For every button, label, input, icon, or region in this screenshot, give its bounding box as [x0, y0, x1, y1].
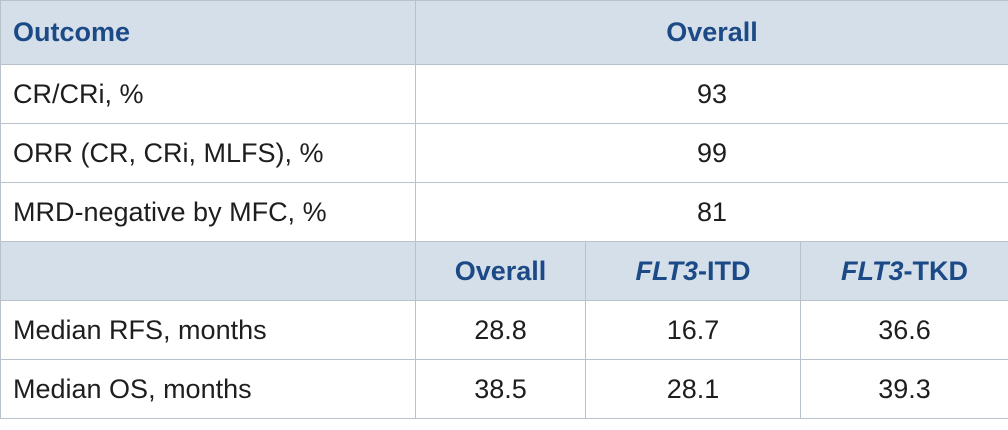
row-value: 93 [414, 64, 1008, 124]
row-label: Median RFS, months [0, 300, 416, 360]
row-value: 28.1 [585, 359, 801, 419]
subheader-text: Overall [454, 255, 547, 286]
row-label: MRD-negative by MFC, % [0, 182, 416, 242]
subheader-cell: Overall [415, 241, 586, 301]
subheader-cell: FLT3-ITD [585, 241, 801, 301]
row: MRD-negative by MFC, % 81 [0, 182, 1008, 242]
subheader-cell: FLT3-TKD [799, 241, 1008, 301]
row-label: CR/CRi, % [0, 64, 416, 124]
row-label: Median OS, months [0, 359, 416, 419]
row-value: 36.6 [799, 300, 1008, 360]
row-value: 39.3 [799, 359, 1008, 419]
row-value: 99 [414, 123, 1008, 183]
subheader-text: -TKD [903, 255, 968, 286]
row-value: 16.7 [585, 300, 801, 360]
gene-name: FLT3 [635, 255, 699, 286]
header-cell: Overall [414, 0, 1008, 65]
row-value: 81 [414, 182, 1008, 242]
row: CR/CRi, % 93 [0, 64, 1008, 124]
subheader-text: -ITD [698, 255, 751, 286]
row-label: ORR (CR, CRi, MLFS), % [0, 123, 416, 183]
header-row: Outcome Overall [0, 0, 1008, 65]
header-cell: Outcome [0, 0, 416, 65]
row-value: 38.5 [415, 359, 586, 419]
gene-name: FLT3 [841, 255, 904, 286]
row: Median OS, months 38.5 28.1 39.3 [0, 359, 1008, 419]
subheader-cell [0, 241, 416, 301]
outcome-table: Outcome Overall CR/CRi, % 93 ORR (CR, CR… [0, 0, 1008, 419]
subheader-row: Overall FLT3-ITD FLT3-TKD [0, 241, 1008, 301]
row-value: 28.8 [415, 300, 586, 360]
row: ORR (CR, CRi, MLFS), % 99 [0, 123, 1008, 183]
row: Median RFS, months 28.8 16.7 36.6 [0, 300, 1008, 360]
